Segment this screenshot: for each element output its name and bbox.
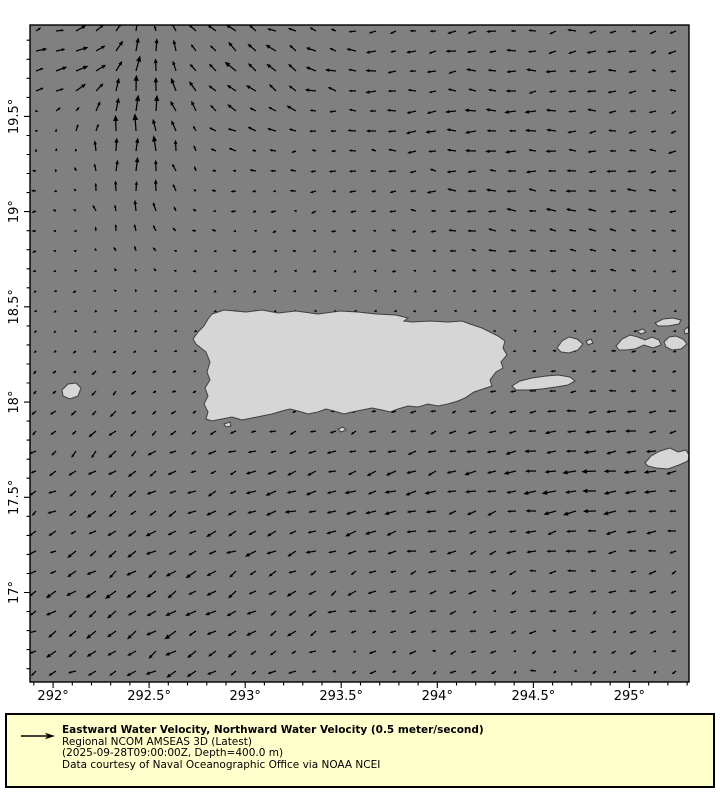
island-mona: [61, 382, 82, 400]
y-tick-label: 18°: [7, 391, 22, 414]
island-vieques: [511, 374, 576, 391]
island-puerto-rico: [192, 309, 508, 422]
legend-timestamp-depth: (2025-09-28T09:00:00Z, Depth=400.0 m): [62, 747, 284, 760]
legend-model-name: Regional NCOM AMSEAS 3D (Latest): [62, 735, 252, 748]
x-tick-label: 293.5°: [319, 689, 363, 704]
x-tick-label: 294.5°: [512, 689, 556, 704]
island-st-croix: [644, 447, 689, 470]
velocity-arrow-heads: [30, 25, 677, 678]
x-tick-label: 292°: [37, 689, 68, 704]
island-st-thomas: [615, 334, 662, 351]
axis-ticks: [24, 39, 688, 688]
island-st-john: [663, 335, 688, 351]
island-culebrita: [585, 338, 594, 346]
legend-box: Eastward Water Velocity, Northward Water…: [5, 713, 715, 788]
island-small-cay-north: [635, 328, 647, 335]
y-tick-label: 19.5°: [7, 99, 22, 134]
y-tick-label: 17°: [7, 581, 22, 604]
x-tick-label: 292.5°: [127, 689, 171, 704]
x-tick-label: 294°: [422, 689, 453, 704]
island-culebra: [556, 336, 584, 354]
y-tick-label: 19°: [7, 200, 22, 223]
island-cay-south-2: [223, 421, 232, 428]
map-plot: 292° 292.5° 293° 293.5° 294° 294.5° 295° 17° 17.…: [7, 24, 690, 704]
x-tick-label: 295°: [614, 689, 645, 704]
plot-border: [29, 24, 690, 683]
y-tick-label: 18.5°: [7, 289, 22, 324]
island-tortola: [654, 317, 682, 327]
legend-title: Eastward Water Velocity, Northward Water…: [62, 724, 484, 736]
legend-text-block: Eastward Water Velocity, Northward Water…: [62, 724, 484, 771]
legend-key-arrow-icon: [21, 732, 55, 740]
legend-attribution: Data courtesy of Naval Oceanographic Off…: [62, 758, 381, 771]
island-cay-south-1: [337, 426, 347, 433]
y-tick-label: 17.5°: [7, 480, 22, 515]
x-tick-label: 293°: [230, 689, 261, 704]
island-virgin-gorda: [683, 326, 689, 335]
